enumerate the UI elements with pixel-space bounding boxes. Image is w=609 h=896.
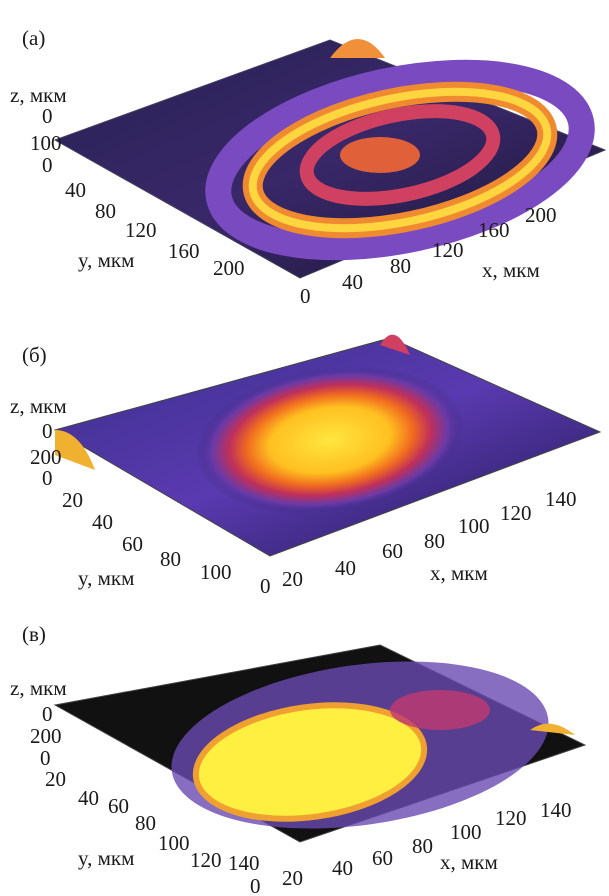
- x-tick-label: 140: [545, 487, 577, 511]
- y-tick-label: 120: [125, 218, 157, 242]
- y-axis-label: y, мкм: [78, 566, 134, 590]
- x-tick-label: 60: [382, 539, 403, 563]
- y-axis-label: y, мкм: [78, 846, 134, 870]
- z-tick-label: 0: [42, 104, 53, 128]
- y-tick-label: 0: [42, 153, 53, 177]
- x-tick-label: 40: [342, 270, 363, 294]
- x-tick-label: 40: [335, 556, 356, 580]
- y-tick-label: 0: [42, 466, 53, 490]
- surface-a: [55, 39, 605, 278]
- x-tick-label: 40: [332, 856, 353, 880]
- y-tick-label: 40: [92, 510, 113, 534]
- x-tick-label: 80: [412, 834, 433, 858]
- y-tick-label: 80: [135, 811, 156, 835]
- x-tick-label: 120: [432, 238, 464, 262]
- x-tick-label: 100: [450, 820, 482, 844]
- x-tick-label: 120: [495, 806, 527, 830]
- panel-label: (б): [22, 343, 47, 367]
- y-tick-label: 160: [168, 239, 200, 263]
- x-tick-label: 0: [250, 874, 261, 896]
- y-tick-label: 60: [122, 532, 143, 556]
- y-tick-label: 40: [78, 786, 99, 810]
- x-tick-label: 120: [500, 501, 532, 525]
- x-tick-label: 60: [372, 846, 393, 870]
- x-tick-label: 80: [390, 254, 411, 278]
- z-axis-label: z, мкм: [10, 394, 67, 418]
- y-tick-label: 140: [228, 851, 260, 875]
- z-tick-label: 0: [42, 419, 53, 443]
- panel-label: (в): [22, 622, 46, 646]
- x-tick-label: 0: [300, 284, 311, 308]
- z-axis-label: z, мкм: [10, 676, 67, 700]
- y-tick-label: 60: [108, 794, 129, 818]
- z-axis-label: z, мкм: [10, 83, 67, 107]
- x-tick-label: 80: [424, 529, 445, 553]
- x-tick-label: 160: [478, 218, 510, 242]
- z-tick-label: 0: [42, 702, 53, 726]
- panel-label: (а): [22, 26, 45, 50]
- z-tick-label: 200: [30, 724, 62, 748]
- x-tick-label: 140: [540, 798, 572, 822]
- figure: (а)z, мкмy, мкмx, мкм0100040801201602000…: [0, 0, 609, 896]
- y-tick-label: 40: [65, 178, 86, 202]
- z-tick-label: 100: [30, 131, 62, 155]
- x-tick-label: 100: [458, 514, 490, 538]
- x-tick-label: 20: [282, 866, 303, 890]
- x-tick-label: 20: [282, 567, 303, 591]
- x-axis-label: x, мкм: [430, 561, 488, 585]
- y-tick-label: 100: [200, 560, 232, 584]
- y-tick-label: 100: [158, 831, 190, 855]
- y-tick-label: 200: [213, 256, 245, 280]
- y-axis-label: y, мкм: [78, 248, 134, 272]
- y-tick-label: 80: [160, 547, 181, 571]
- y-tick-label: 120: [190, 848, 222, 872]
- x-tick-label: 0: [260, 574, 271, 598]
- x-tick-label: 200: [525, 203, 557, 227]
- y-tick-label: 80: [95, 199, 116, 223]
- x-axis-label: x, мкм: [482, 258, 540, 282]
- y-tick-label: 20: [62, 488, 83, 512]
- y-tick-label: 20: [45, 767, 66, 791]
- x-axis-label: x, мкм: [440, 850, 498, 874]
